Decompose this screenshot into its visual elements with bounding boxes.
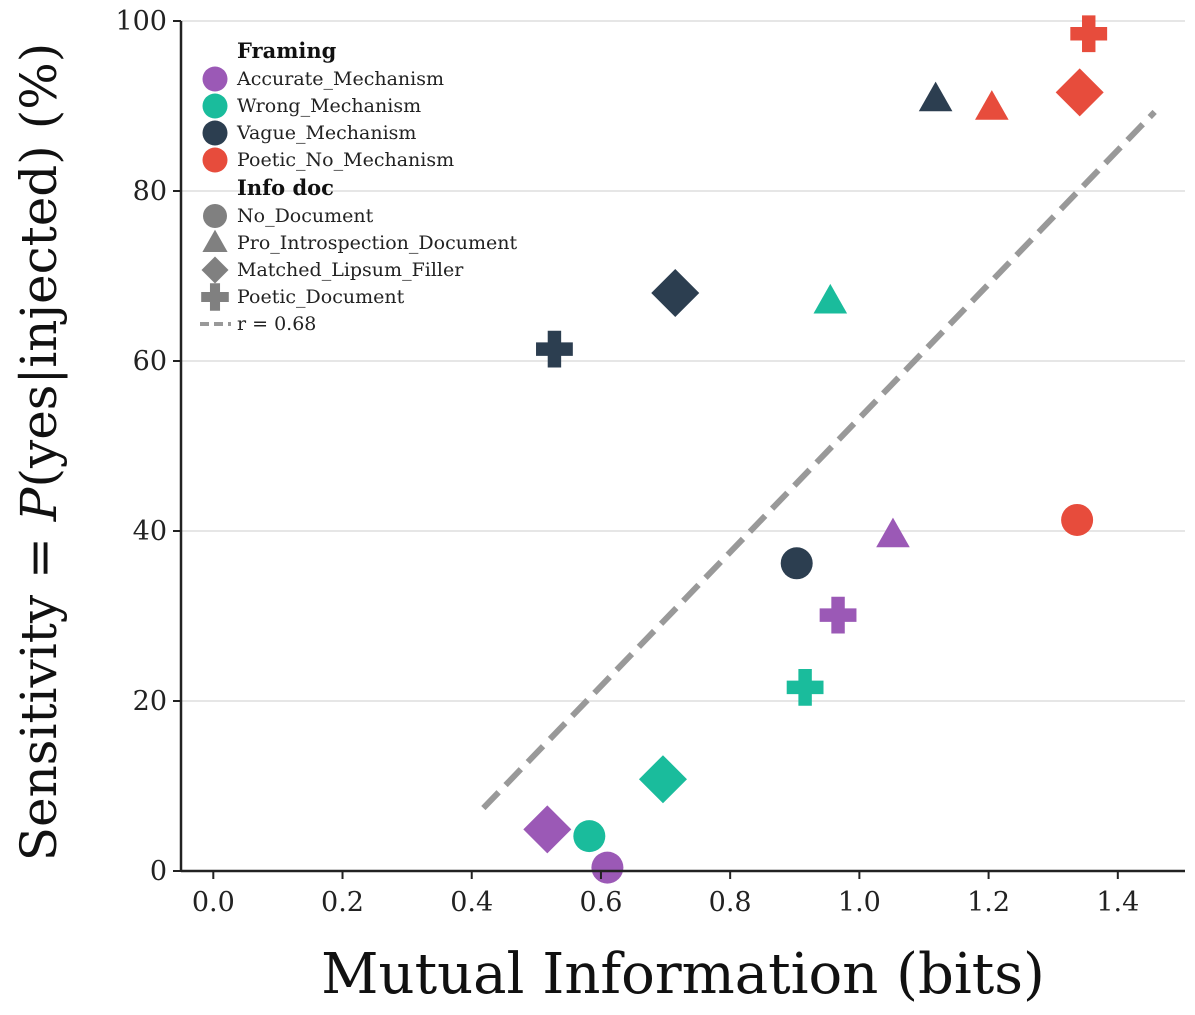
point-wrong_mechanism-triangle bbox=[813, 283, 848, 314]
legend-label: Poetic_Document bbox=[237, 286, 405, 308]
legend-label: Matched_Lipsum_Filler bbox=[237, 259, 464, 281]
point-accurate_mechanism-diamond bbox=[523, 805, 572, 854]
legend-marker-diamond bbox=[201, 256, 229, 284]
x-tick-label: 1.0 bbox=[838, 887, 881, 918]
point-accurate_mechanism-triangle bbox=[876, 517, 910, 548]
point-accurate_mechanism-plus bbox=[819, 596, 857, 634]
fit-line bbox=[481, 109, 1157, 811]
x-tick-label: 0.6 bbox=[579, 887, 622, 918]
point-vague_mechanism-diamond bbox=[651, 269, 700, 317]
point-poetic_no_mechanism-circle bbox=[1061, 503, 1094, 536]
legend-marker-triangle bbox=[202, 229, 228, 252]
point-accurate_mechanism-circle bbox=[591, 851, 624, 884]
x-axis-label: Mutual Information (bits) bbox=[321, 942, 1045, 1007]
y-label-part-3: (yes|injected) (%) bbox=[10, 43, 68, 488]
point-wrong_mechanism-circle bbox=[573, 820, 606, 853]
point-wrong_mechanism-diamond bbox=[638, 755, 687, 804]
point-poetic_no_mechanism-diamond bbox=[1055, 68, 1104, 117]
x-tick-label: 1.4 bbox=[1096, 887, 1139, 918]
legend-marker-accurate_mechanism bbox=[202, 66, 228, 92]
legend-marker-circle bbox=[203, 204, 227, 228]
y-tick-label: 80 bbox=[133, 176, 167, 207]
grid-lines bbox=[181, 20, 1185, 702]
y-tick-label: 20 bbox=[133, 686, 167, 717]
legend-marker-vague_mechanism bbox=[202, 120, 228, 146]
legend-marker-plus bbox=[201, 283, 229, 311]
y-axis-label: Sensitivity = P(yes|injected) (%) bbox=[10, 43, 68, 861]
x-tick-label: 0.8 bbox=[709, 887, 752, 918]
y-label-part-2: P bbox=[10, 486, 68, 522]
legend-label-fit: r = 0.68 bbox=[237, 313, 316, 335]
y-tick-label: 40 bbox=[133, 516, 167, 547]
x-tick-label: 1.2 bbox=[967, 887, 1010, 918]
y-tick-label: 0 bbox=[150, 856, 167, 887]
legend-label: Accurate_Mechanism bbox=[236, 68, 444, 90]
y-label-part-1: Sensitivity = bbox=[10, 521, 68, 861]
legend-label: No_Document bbox=[237, 205, 374, 227]
axes: 0 20 40 60 80 100 0.0 0.2 0.4 0.6 0.8 1.0 1.2 1.4 bbox=[115, 6, 1185, 918]
x-tick-label: 0.4 bbox=[450, 887, 493, 918]
legend: Framing Accurate_Mechanism Wrong_Mechanism… bbox=[200, 38, 517, 335]
point-vague_mechanism-triangle bbox=[918, 81, 953, 112]
legend-label: Wrong_Mechanism bbox=[237, 95, 421, 117]
legend-marker-poetic_no_mechanism bbox=[202, 147, 228, 173]
legend-title-info-doc: Info doc bbox=[237, 175, 334, 200]
data-points bbox=[523, 15, 1108, 884]
fit-line-group bbox=[481, 109, 1157, 811]
legend-label: Vague_Mechanism bbox=[236, 122, 416, 144]
point-wrong_mechanism-plus bbox=[786, 669, 824, 706]
point-vague_mechanism-plus bbox=[536, 330, 573, 368]
legend-label: Poetic_No_Mechanism bbox=[237, 149, 454, 171]
y-tick-label: 100 bbox=[115, 6, 167, 37]
x-tick-label: 0.2 bbox=[321, 887, 364, 918]
legend-label: Pro_Introspection_Document bbox=[237, 232, 517, 254]
point-poetic_no_mechanism-triangle bbox=[975, 90, 1009, 120]
legend-title-framing: Framing bbox=[237, 38, 337, 63]
legend-marker-wrong_mechanism bbox=[202, 93, 228, 119]
point-poetic_no_mechanism-plus bbox=[1070, 15, 1108, 53]
y-tick-label: 60 bbox=[133, 346, 167, 377]
x-tick-label: 0.0 bbox=[192, 887, 235, 918]
point-vague_mechanism-circle bbox=[780, 547, 813, 580]
